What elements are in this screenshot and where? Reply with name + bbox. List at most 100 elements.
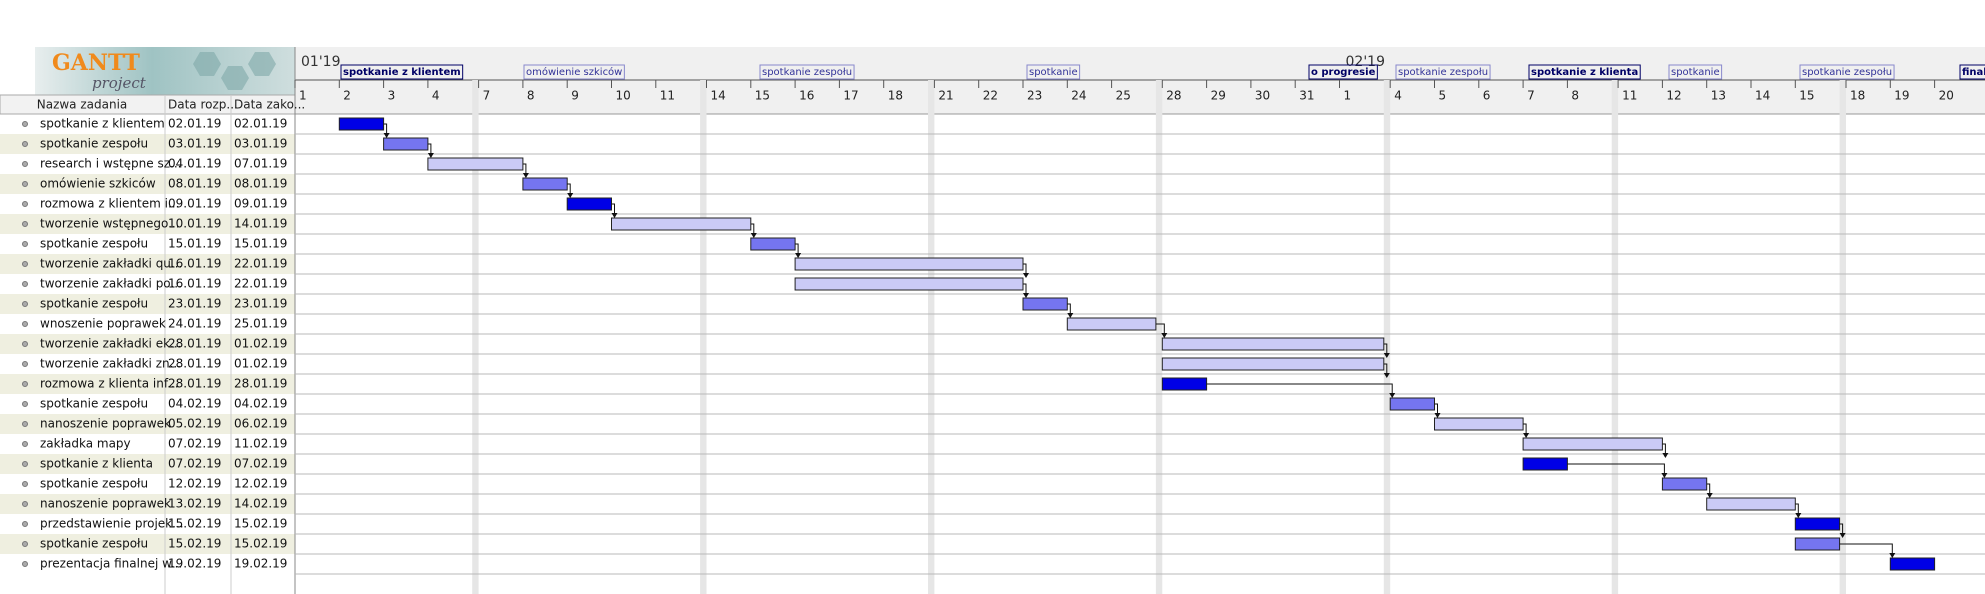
table-row[interactable]: [0, 194, 295, 214]
task-start[interactable]: 02.01.19: [168, 117, 221, 131]
task-name[interactable]: spotkanie zespołu: [40, 137, 148, 151]
table-row[interactable]: [0, 494, 295, 514]
table-row[interactable]: [0, 254, 295, 274]
task-start[interactable]: 09.01.19: [168, 197, 221, 211]
table-row[interactable]: [0, 114, 295, 134]
task-end[interactable]: 08.01.19: [234, 177, 287, 191]
timeline-marker[interactable]: o progresie: [1311, 67, 1376, 78]
table-row[interactable]: [0, 414, 295, 434]
task-start[interactable]: 15.02.19: [168, 517, 221, 531]
task-bar[interactable]: [1161, 357, 1385, 371]
table-row[interactable]: [0, 434, 295, 454]
task-name[interactable]: spotkanie zespołu: [40, 237, 148, 251]
task-name[interactable]: tworzenie zakładki zn...: [40, 357, 181, 371]
task-start[interactable]: 24.01.19: [168, 317, 221, 331]
table-row[interactable]: [0, 294, 295, 314]
task-end[interactable]: 25.01.19: [234, 317, 287, 331]
task-bar[interactable]: [566, 197, 613, 211]
task-end[interactable]: 11.02.19: [234, 437, 287, 451]
task-name[interactable]: rozmowa z klienta inf...: [40, 377, 179, 391]
task-bar[interactable]: [794, 257, 1024, 271]
timeline-marker[interactable]: spotkanie zespołu: [1802, 67, 1892, 78]
task-name[interactable]: spotkanie zespołu: [40, 297, 148, 311]
task-bar[interactable]: [1794, 517, 1841, 531]
task-name[interactable]: tworzenie wstępnego...: [40, 217, 180, 231]
timeline-marker[interactable]: spotkanie: [1671, 67, 1720, 78]
task-name[interactable]: nanoszenie poprawek: [40, 417, 171, 431]
task-end[interactable]: 14.01.19: [234, 217, 287, 231]
task-bar[interactable]: [1161, 377, 1208, 391]
task-bar[interactable]: [794, 277, 1024, 291]
table-row[interactable]: [0, 154, 295, 174]
task-start[interactable]: 13.02.19: [168, 497, 221, 511]
task-end[interactable]: 28.01.19: [234, 377, 287, 391]
column-title[interactable]: Nazwa zadania: [37, 98, 128, 112]
task-start[interactable]: 08.01.19: [168, 177, 221, 191]
task-end[interactable]: 15.02.19: [234, 537, 287, 551]
task-end[interactable]: 02.01.19: [234, 117, 287, 131]
task-bar[interactable]: [522, 177, 568, 191]
task-name[interactable]: wnoszenie poprawek: [40, 317, 166, 331]
task-end[interactable]: 01.02.19: [234, 357, 287, 371]
task-name[interactable]: przedstawienie projek...: [40, 517, 184, 531]
table-row[interactable]: [0, 234, 295, 254]
table-row[interactable]: [0, 274, 295, 294]
task-end[interactable]: 12.02.19: [234, 477, 287, 491]
task-name[interactable]: spotkanie z klienta: [40, 457, 153, 471]
task-end[interactable]: 03.01.19: [234, 137, 287, 151]
task-name[interactable]: tworzenie zakładki qu...: [40, 257, 182, 271]
task-end[interactable]: 19.02.19: [234, 557, 287, 571]
task-end[interactable]: 14.02.19: [234, 497, 287, 511]
task-bar[interactable]: [750, 237, 796, 251]
task-name[interactable]: zakładka mapy: [40, 437, 131, 451]
task-bar[interactable]: [1889, 557, 1936, 571]
timeline-marker[interactable]: spotkanie z klienta: [1531, 67, 1638, 78]
task-name[interactable]: spotkanie zespołu: [40, 477, 148, 491]
task-bar[interactable]: [1661, 477, 1708, 491]
task-bar[interactable]: [338, 117, 385, 131]
table-row[interactable]: [0, 314, 295, 334]
task-name[interactable]: omówienie szkiców: [40, 177, 156, 191]
table-row[interactable]: [0, 174, 295, 194]
task-bar[interactable]: [383, 137, 429, 151]
task-start[interactable]: 28.01.19: [168, 377, 221, 391]
task-name[interactable]: spotkanie z klientem: [40, 117, 165, 131]
task-name[interactable]: prezentacja finalnej w...: [40, 557, 182, 571]
task-start[interactable]: 12.02.19: [168, 477, 221, 491]
table-row[interactable]: [0, 214, 295, 234]
column-title[interactable]: Data rozp...: [168, 98, 238, 112]
task-bar[interactable]: [427, 157, 524, 171]
task-start[interactable]: 05.02.19: [168, 417, 221, 431]
task-end[interactable]: 23.01.19: [234, 297, 287, 311]
task-bar[interactable]: [1066, 317, 1157, 331]
timeline-marker[interactable]: spotkanie zespołu: [762, 67, 852, 78]
table-row[interactable]: [0, 374, 295, 394]
table-row[interactable]: [0, 514, 295, 534]
timeline-marker[interactable]: spotkanie z klientem: [343, 67, 461, 78]
task-name[interactable]: spotkanie zespołu: [40, 397, 148, 411]
task-bar[interactable]: [1522, 457, 1568, 471]
timeline-marker[interactable]: spotkanie: [1029, 67, 1078, 78]
task-start[interactable]: 04.02.19: [168, 397, 221, 411]
task-bar[interactable]: [1022, 297, 1068, 311]
timeline-marker[interactable]: finaln: [1962, 67, 1985, 78]
task-start[interactable]: 10.01.19: [168, 217, 221, 231]
task-end[interactable]: 01.02.19: [234, 337, 287, 351]
table-row[interactable]: [0, 134, 295, 154]
task-start[interactable]: 03.01.19: [168, 137, 221, 151]
table-row[interactable]: [0, 394, 295, 414]
task-start[interactable]: 16.01.19: [168, 257, 221, 271]
task-name[interactable]: tworzenie zakładki ek...: [40, 337, 181, 351]
task-start[interactable]: 04.01.19: [168, 157, 221, 171]
table-row[interactable]: [0, 454, 295, 474]
task-name[interactable]: research i wstępne sz...: [40, 157, 181, 171]
task-end[interactable]: 22.01.19: [234, 257, 287, 271]
task-end[interactable]: 07.02.19: [234, 457, 287, 471]
table-row[interactable]: [0, 534, 295, 554]
task-start[interactable]: 28.01.19: [168, 357, 221, 371]
task-start[interactable]: 16.01.19: [168, 277, 221, 291]
task-bar[interactable]: [1706, 497, 1796, 511]
task-end[interactable]: 09.01.19: [234, 197, 287, 211]
task-name[interactable]: rozmowa z klientem i...: [40, 197, 179, 211]
task-start[interactable]: 28.01.19: [168, 337, 221, 351]
